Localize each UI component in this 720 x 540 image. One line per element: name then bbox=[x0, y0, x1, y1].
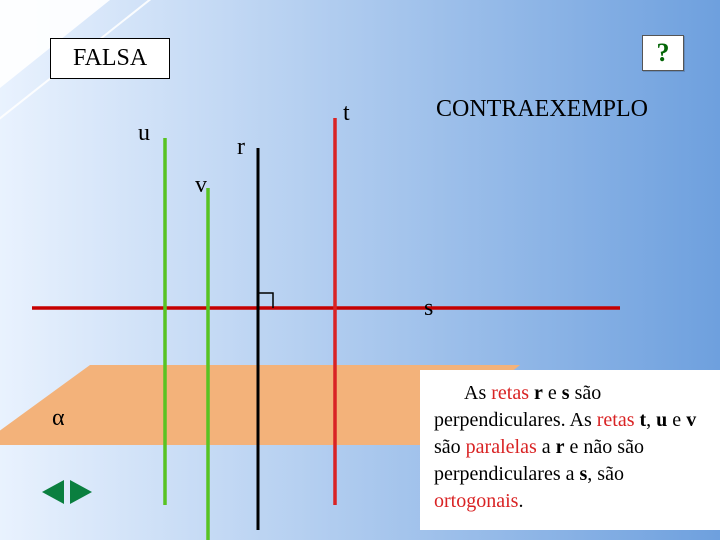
prev-button[interactable] bbox=[42, 480, 64, 504]
nav-arrows bbox=[42, 480, 92, 504]
contraexemplo-label: CONTRAEXEMPLO bbox=[436, 96, 648, 123]
explanation-textbox: As retas r e s são perpendiculares. As r… bbox=[420, 370, 720, 530]
label-v: v bbox=[195, 172, 207, 199]
label-alpha: α bbox=[52, 405, 65, 432]
slide-canvas: FALSA ? CONTRAEXEMPLO u r t v s α As ret… bbox=[0, 0, 720, 540]
label-r: r bbox=[237, 134, 245, 161]
help-button[interactable]: ? bbox=[642, 35, 684, 71]
perp-mark bbox=[258, 293, 273, 308]
label-t: t bbox=[343, 100, 350, 127]
next-button[interactable] bbox=[70, 480, 92, 504]
label-s: s bbox=[424, 295, 433, 322]
contraexemplo-text: CONTRAEXEMPLO bbox=[436, 96, 648, 122]
label-u: u bbox=[138, 120, 150, 147]
help-icon: ? bbox=[657, 38, 670, 68]
falsa-text: FALSA bbox=[73, 45, 147, 71]
falsa-box: FALSA bbox=[50, 38, 170, 79]
